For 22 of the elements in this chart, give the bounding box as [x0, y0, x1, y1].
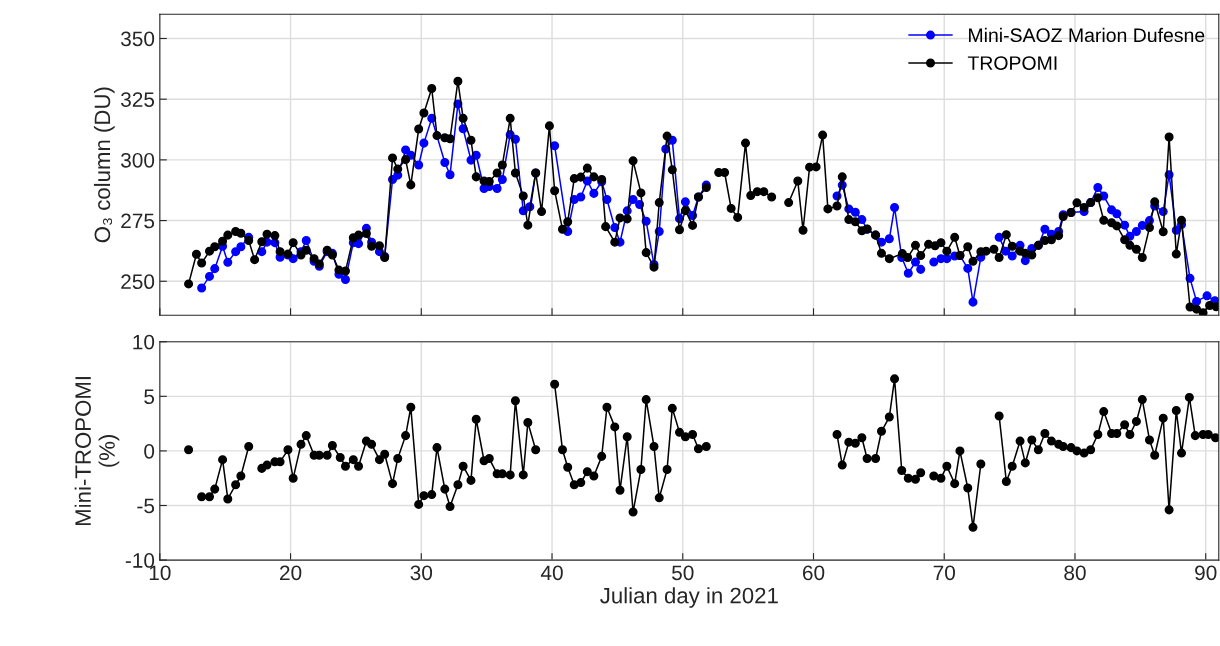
legend-label: Mini-SAOZ Marion Dufesne [969, 27, 1205, 43]
y-tick-label: 275 [121, 213, 155, 229]
x-tick-label: 90 [1195, 565, 1217, 581]
y-axis-title: Mini-TROPOMI (%) [74, 377, 120, 526]
y-tick-label: 5 [144, 389, 155, 405]
y-tick-label: 350 [121, 31, 155, 47]
y-tick-label: 325 [121, 92, 155, 107]
x-axis-title: Julian day in 2021 [600, 587, 778, 608]
x-tick-label: 50 [672, 565, 694, 581]
x-tick-label: 60 [802, 565, 825, 581]
y-tick-label: 250 [121, 274, 155, 290]
y-tick-label: -5 [137, 498, 155, 514]
x-tick-label: 80 [1064, 565, 1086, 581]
y-tick-label: 10 [133, 334, 155, 350]
x-tick-label: 40 [540, 565, 563, 581]
x-tick-label: 20 [280, 565, 302, 581]
x-tick-label: 70 [933, 565, 956, 581]
y-axis-title: O₃ column (DU) [93, 87, 115, 243]
legend-label: TROPOMI [967, 56, 1057, 70]
x-tick-label: 30 [410, 565, 433, 581]
y-tick-label: 300 [121, 152, 155, 168]
y-tick-label: 0 [144, 443, 155, 459]
